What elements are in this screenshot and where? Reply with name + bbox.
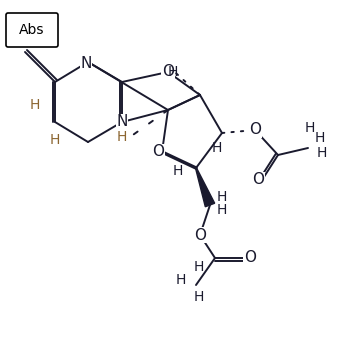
Text: O: O <box>152 145 164 160</box>
Text: H: H <box>168 65 178 79</box>
Text: O: O <box>249 122 261 137</box>
Text: H: H <box>305 121 315 135</box>
Text: O: O <box>244 251 256 266</box>
Text: N: N <box>116 115 128 130</box>
Text: H: H <box>30 98 40 112</box>
Text: H: H <box>317 146 327 160</box>
Text: H: H <box>173 164 183 178</box>
Text: Abs: Abs <box>19 23 45 37</box>
Text: H: H <box>194 260 204 274</box>
Text: N: N <box>80 57 92 72</box>
Text: H: H <box>315 131 325 145</box>
Polygon shape <box>195 168 215 207</box>
Text: H: H <box>217 190 227 204</box>
Text: H: H <box>117 130 127 144</box>
Text: H: H <box>176 273 186 287</box>
Text: H: H <box>212 141 222 155</box>
Text: H: H <box>217 203 227 217</box>
Text: O: O <box>162 64 174 79</box>
Text: O: O <box>194 227 206 242</box>
Text: H: H <box>50 133 60 147</box>
Text: H: H <box>194 290 204 304</box>
FancyBboxPatch shape <box>6 13 58 47</box>
Text: O: O <box>252 173 264 188</box>
